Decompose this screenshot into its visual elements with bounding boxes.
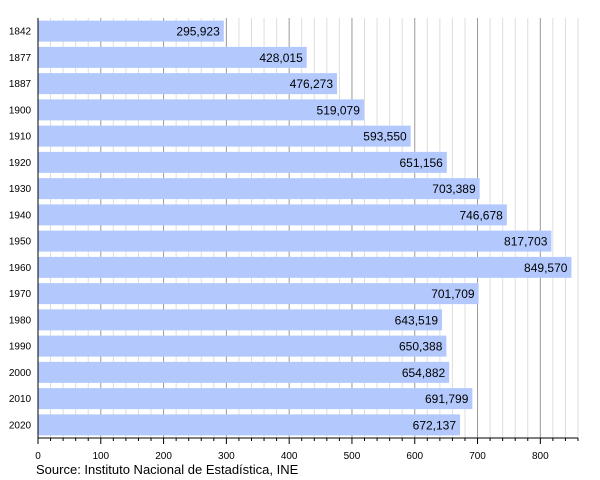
x-tick-label: 800: [532, 451, 549, 462]
category-label: 1920: [9, 158, 32, 169]
value-label: 519,079: [317, 103, 361, 117]
x-tick-label: 200: [155, 451, 172, 462]
source-note: Source: Instituto Nacional de Estadístic…: [36, 462, 299, 477]
x-tick-label: 300: [218, 451, 235, 462]
value-label: 654,882: [402, 366, 446, 380]
bar: [38, 178, 480, 200]
value-label: 672,137: [413, 418, 457, 432]
category-label: 1990: [9, 342, 32, 353]
bar: [38, 46, 307, 68]
x-tick-label: 0: [35, 451, 41, 462]
category-label: 1960: [9, 263, 32, 274]
category-label: 1877: [9, 53, 32, 64]
value-label: 295,923: [176, 25, 220, 39]
category-label: 2010: [9, 394, 32, 405]
value-label: 691,799: [425, 392, 469, 406]
category-label: 2000: [9, 368, 32, 379]
bar: [38, 361, 450, 383]
x-tick-label: 600: [406, 451, 423, 462]
bar: [38, 20, 224, 42]
value-label: 817,703: [504, 235, 548, 249]
value-label: 650,388: [399, 340, 443, 354]
bar: [38, 309, 443, 331]
x-tick-label: 100: [92, 451, 109, 462]
bar: [38, 230, 552, 252]
bar: [38, 388, 473, 410]
bar: [38, 125, 411, 147]
value-label: 703,389: [432, 182, 476, 196]
x-tick-label: 700: [469, 451, 486, 462]
category-label: 1940: [9, 210, 32, 221]
bar: [38, 283, 479, 305]
x-tick-label: 500: [344, 451, 361, 462]
category-label: 1930: [9, 184, 32, 195]
bar: [38, 204, 507, 226]
bar: [38, 335, 447, 357]
value-label: 643,519: [395, 313, 439, 327]
value-label: 746,678: [459, 208, 503, 222]
bar: [38, 73, 338, 95]
value-label: 428,015: [259, 51, 303, 65]
category-label: 1887: [9, 79, 32, 90]
bar: [38, 256, 572, 278]
x-tick-label: 400: [281, 451, 298, 462]
bar: [38, 151, 447, 173]
category-label: 1910: [9, 132, 32, 143]
category-label: 2020: [9, 420, 32, 431]
value-label: 476,273: [290, 77, 334, 91]
value-label: 701,709: [431, 287, 475, 301]
value-label: 651,156: [399, 156, 443, 170]
category-label: 1950: [9, 237, 32, 248]
bar: [38, 99, 364, 121]
bar: [38, 414, 461, 436]
category-label: 1970: [9, 289, 32, 300]
value-label: 593,550: [363, 130, 407, 144]
value-label: 849,570: [524, 261, 568, 275]
category-label: 1900: [9, 105, 32, 116]
category-label: 1842: [9, 27, 32, 38]
category-label: 1980: [9, 315, 32, 326]
